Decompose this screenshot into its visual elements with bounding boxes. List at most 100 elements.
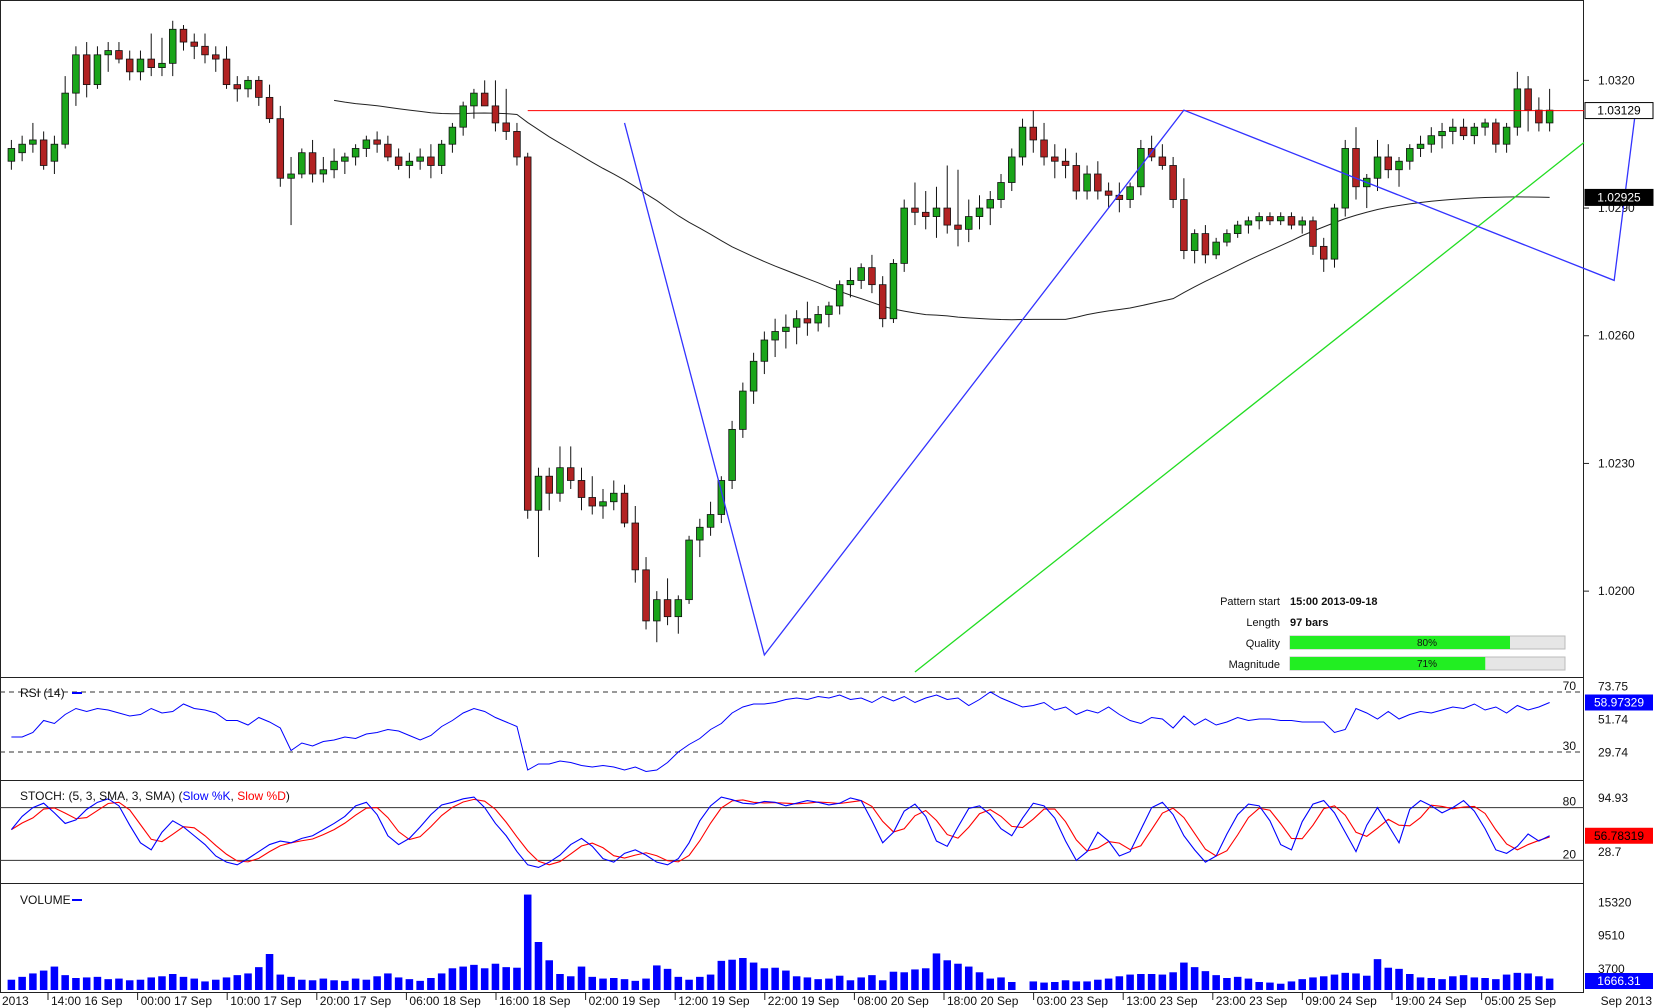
- time-tick-label: 06:00 18 Sep: [409, 994, 481, 1008]
- pattern-length-label: Length: [1246, 617, 1280, 629]
- candlesticks: [7, 20, 1554, 643]
- candle: [545, 467, 553, 511]
- candle-body: [265, 96, 274, 120]
- rsi-level-label: 30: [1563, 739, 1577, 753]
- candle: [513, 122, 521, 166]
- volume-bar: [287, 976, 295, 990]
- volume-bar: [427, 978, 435, 990]
- volume-bar: [653, 965, 661, 990]
- candle-body: [986, 199, 994, 209]
- candle: [749, 352, 758, 404]
- volume-bar: [211, 979, 220, 990]
- volume-bar: [900, 972, 908, 990]
- candle-body: [1309, 220, 1317, 247]
- volume-bar: [986, 978, 995, 990]
- volume-bar: [997, 977, 1005, 990]
- candle-body: [7, 148, 16, 162]
- volume-bar: [362, 979, 371, 990]
- time-tick-label: 19:00 24 Sep: [1395, 994, 1467, 1008]
- candle-body: [1180, 199, 1188, 252]
- volume-bar: [1524, 973, 1532, 990]
- candle-body: [932, 207, 941, 217]
- rsi-panel-frame: [0, 677, 1584, 781]
- candle-body: [222, 58, 231, 86]
- volume-bar: [1309, 977, 1317, 990]
- pattern-length-value: 97 bars: [1290, 617, 1329, 629]
- candle-body: [1104, 190, 1113, 196]
- candle: [943, 165, 951, 234]
- volume-bar: [29, 973, 37, 990]
- candle-body: [921, 211, 930, 217]
- price-tick-label: 1.0320: [1598, 73, 1635, 87]
- candle: [1416, 135, 1425, 157]
- candle-body: [1233, 224, 1242, 234]
- volume-bar: [868, 975, 876, 990]
- candle-body: [61, 92, 69, 145]
- candle-body: [1427, 135, 1436, 145]
- candle-body: [1416, 143, 1425, 149]
- magnitude-bar-fill: [1290, 657, 1486, 670]
- stoch-k-line: [10, 796, 1550, 869]
- volume-panel-frame: [0, 883, 1584, 993]
- candle-body: [706, 514, 715, 528]
- rsi-tick-label: 29.74: [1598, 745, 1628, 759]
- volume-bar: [1362, 975, 1371, 990]
- candle: [330, 148, 338, 179]
- volume-bar: [857, 977, 865, 990]
- candle-body: [470, 92, 478, 107]
- candle: [405, 152, 414, 179]
- stoch-current-badge: [1585, 827, 1653, 844]
- candle: [825, 301, 833, 328]
- time-tick-label: 2013: [2, 994, 29, 1008]
- candle-body: [1040, 139, 1048, 158]
- volume-bar: [911, 969, 919, 990]
- candle-body: [728, 428, 736, 481]
- time-tick-label: Sep 2013: [1601, 994, 1653, 1008]
- candle: [255, 76, 263, 106]
- candle: [1212, 237, 1220, 260]
- candle: [287, 156, 295, 226]
- time-tick-label: 18:00 20 Sep: [947, 994, 1019, 1008]
- volume-bar: [964, 966, 973, 990]
- volume-bar: [1427, 978, 1436, 990]
- candle: [1201, 225, 1210, 264]
- candle-body: [814, 314, 822, 324]
- candle: [1126, 182, 1134, 209]
- candle-body: [18, 143, 26, 154]
- candle-body: [1190, 233, 1199, 252]
- candle-body: [1319, 245, 1328, 260]
- candle: [1352, 127, 1360, 200]
- volume-bar: [921, 968, 930, 990]
- volume-tick-label: 9510: [1598, 929, 1625, 943]
- volume-bar: [792, 976, 801, 990]
- volume-current-value: 1666.31: [1597, 974, 1641, 988]
- volume-bar: [405, 979, 414, 990]
- candle-body: [1330, 207, 1339, 260]
- candle: [878, 276, 887, 328]
- candle: [502, 88, 510, 140]
- candle: [1072, 152, 1081, 200]
- candle-body: [1545, 109, 1554, 124]
- volume-bar: [1008, 982, 1016, 990]
- rsi-panel: 70 30 73.75 51.74 29.74 58.97329: [0, 679, 1653, 773]
- time-tick-label: 16:00 18 Sep: [499, 994, 571, 1008]
- volume-bar: [771, 967, 779, 990]
- ma-value-badge: 1.02925: [1584, 188, 1654, 206]
- candle: [685, 535, 693, 604]
- volume-bar: [1244, 978, 1253, 990]
- volume-bar: [835, 975, 844, 990]
- candle-body: [1513, 88, 1522, 128]
- candle: [674, 595, 683, 634]
- price-tick-label: 1.0200: [1598, 584, 1635, 598]
- candle: [1008, 148, 1016, 192]
- candle: [7, 139, 16, 170]
- volume-bar: [416, 980, 424, 990]
- volume-bar: [115, 978, 123, 990]
- candle: [298, 148, 306, 179]
- candle: [706, 501, 715, 536]
- candle-body: [136, 58, 145, 73]
- main-panel-frame: [0, 0, 1584, 678]
- candle-body: [405, 160, 414, 166]
- volume-bar: [1040, 982, 1048, 990]
